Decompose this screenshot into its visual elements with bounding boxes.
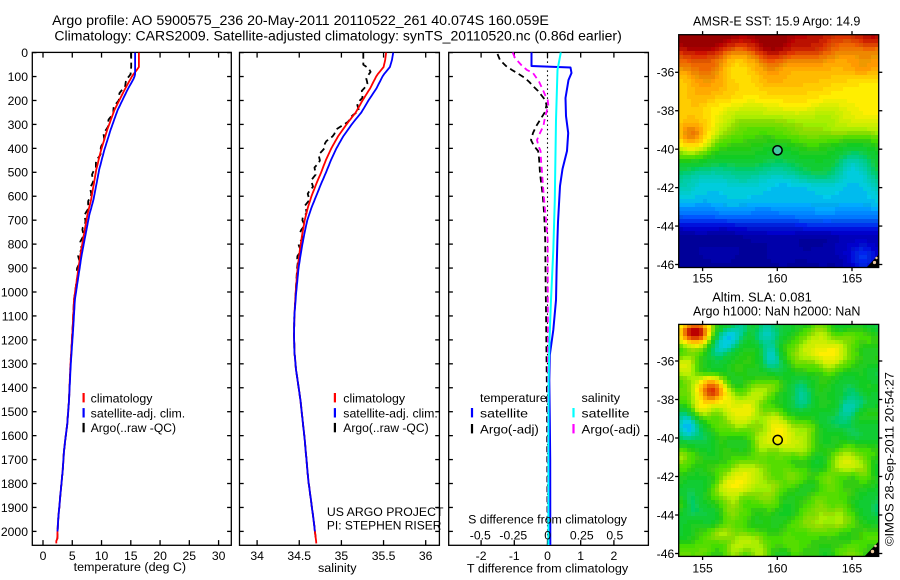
svg-text:20: 20 — [153, 549, 167, 563]
svg-text:-38: -38 — [657, 104, 675, 118]
svg-text:2: 2 — [611, 549, 618, 563]
svg-text:temperature (deg C): temperature (deg C) — [74, 560, 187, 574]
svg-text:-40: -40 — [657, 143, 675, 157]
svg-text:S difference from climatology: S difference from climatology — [468, 512, 628, 526]
svg-text:PI: STEPHEN RISER: PI: STEPHEN RISER — [327, 519, 442, 533]
svg-text:-0.5: -0.5 — [470, 529, 491, 543]
svg-text:satellite-adj. clim.: satellite-adj. clim. — [91, 406, 185, 420]
svg-text:0: 0 — [40, 549, 47, 563]
svg-text:25: 25 — [183, 549, 197, 563]
svg-text:climatology: climatology — [91, 391, 154, 405]
svg-text:165: 165 — [842, 562, 863, 576]
svg-text:0: 0 — [544, 529, 551, 543]
svg-text:Argo profile: AO 5900575_236 2: Argo profile: AO 5900575_236 20-May-2011… — [52, 13, 549, 28]
svg-text:-44: -44 — [657, 508, 675, 522]
svg-text:1400: 1400 — [1, 381, 28, 395]
svg-text:1: 1 — [577, 549, 584, 563]
svg-text:700: 700 — [8, 214, 29, 228]
svg-text:0.5: 0.5 — [606, 529, 623, 543]
svg-text:10: 10 — [95, 549, 109, 563]
svg-text:160: 160 — [767, 562, 788, 576]
svg-text:©IMOS 28-Sep-2011 20:54:27: ©IMOS 28-Sep-2011 20:54:27 — [882, 372, 896, 546]
svg-text:AMSR-E SST: 15.9 Argo: 14.9: AMSR-E SST: 15.9 Argo: 14.9 — [693, 14, 860, 29]
svg-text:1900: 1900 — [1, 501, 28, 515]
svg-text:Argo(..raw -QC): Argo(..raw -QC) — [91, 421, 176, 435]
svg-text:300: 300 — [8, 118, 29, 132]
svg-text:5: 5 — [69, 549, 76, 563]
svg-text:salinity: salinity — [582, 391, 621, 405]
svg-text:15: 15 — [124, 549, 138, 563]
svg-text:-36: -36 — [657, 354, 675, 368]
svg-text:165: 165 — [842, 272, 863, 286]
svg-text:200: 200 — [8, 94, 29, 108]
svg-text:900: 900 — [8, 262, 29, 276]
svg-text:600: 600 — [8, 190, 29, 204]
svg-text:US ARGO PROJECT: US ARGO PROJECT — [327, 505, 444, 519]
svg-text:34.5: 34.5 — [287, 549, 311, 563]
svg-text:satellite: satellite — [582, 406, 630, 420]
svg-text:500: 500 — [8, 166, 29, 180]
svg-text:-2: -2 — [476, 549, 487, 563]
svg-text:-42: -42 — [657, 181, 675, 195]
svg-text:34: 34 — [250, 549, 264, 563]
svg-text:climatology: climatology — [343, 391, 406, 405]
svg-text:-40: -40 — [657, 431, 675, 445]
svg-text:-0.25: -0.25 — [499, 529, 527, 543]
svg-text:salinity: salinity — [318, 561, 357, 575]
svg-text:-38: -38 — [657, 393, 675, 407]
svg-text:1600: 1600 — [1, 429, 28, 443]
svg-text:1300: 1300 — [1, 357, 28, 371]
svg-text:35.5: 35.5 — [372, 549, 396, 563]
svg-text:-42: -42 — [657, 470, 675, 484]
svg-text:30: 30 — [212, 549, 226, 563]
svg-text:-36: -36 — [657, 66, 675, 80]
svg-text:-46: -46 — [657, 547, 675, 561]
svg-text:Argo(-adj): Argo(-adj) — [480, 422, 539, 436]
svg-text:100: 100 — [8, 70, 29, 84]
svg-text:1800: 1800 — [1, 477, 28, 491]
svg-text:35: 35 — [335, 549, 349, 563]
svg-text:Argo h1000: NaN h2000: NaN: Argo h1000: NaN h2000: NaN — [693, 303, 860, 318]
svg-text:155: 155 — [692, 272, 713, 286]
svg-text:Altim. SLA: 0.081: Altim. SLA: 0.081 — [712, 290, 812, 305]
svg-text:800: 800 — [8, 238, 29, 252]
svg-text:0.25: 0.25 — [570, 529, 594, 543]
svg-text:1500: 1500 — [1, 405, 28, 419]
svg-text:satellite: satellite — [480, 406, 528, 420]
svg-text:T difference from climatology: T difference from climatology — [467, 561, 629, 575]
svg-text:temperature: temperature — [480, 391, 547, 405]
svg-text:1200: 1200 — [1, 333, 28, 347]
svg-text:1000: 1000 — [1, 285, 28, 299]
svg-text:2000: 2000 — [1, 525, 28, 539]
svg-text:Argo(-adj): Argo(-adj) — [582, 422, 641, 436]
svg-text:155: 155 — [692, 562, 713, 576]
svg-text:Argo(..raw -QC): Argo(..raw -QC) — [343, 421, 428, 435]
svg-text:-1: -1 — [509, 549, 520, 563]
svg-text:Climatology: CARS2009. Satelli: Climatology: CARS2009. Satellite-adjuste… — [54, 28, 621, 43]
svg-text:satellite-adj. clim.: satellite-adj. clim. — [343, 406, 438, 420]
svg-text:36: 36 — [419, 549, 433, 563]
svg-text:160: 160 — [767, 272, 788, 286]
svg-text:0: 0 — [21, 46, 28, 60]
svg-text:1700: 1700 — [1, 453, 28, 467]
svg-text:-46: -46 — [657, 258, 675, 272]
svg-text:1100: 1100 — [2, 309, 28, 323]
svg-text:0: 0 — [544, 549, 551, 563]
svg-text:400: 400 — [8, 142, 29, 156]
svg-text:-44: -44 — [657, 220, 675, 234]
